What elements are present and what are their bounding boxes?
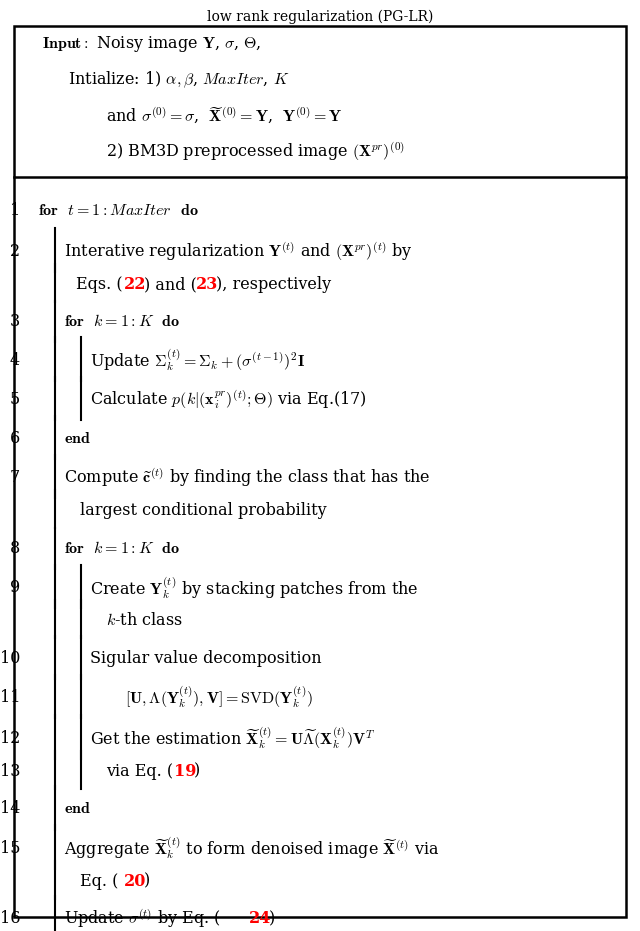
Text: 22: 22 [124, 277, 147, 293]
Text: 1: 1 [10, 201, 20, 219]
Text: $\mathbf{Input:}$ Noisy image $\mathbf{Y}$, $\sigma$, $\boldsymbol{\Theta}$,: $\mathbf{Input:}$ Noisy image $\mathbf{Y… [42, 34, 261, 54]
Text: 24: 24 [249, 911, 271, 927]
Text: 9: 9 [10, 579, 20, 596]
Text: Update $\sigma^{(t)}$ by Eq. (: Update $\sigma^{(t)}$ by Eq. ( [64, 908, 221, 930]
Text: Intialize: 1) $\alpha, \beta$, $MaxIter$, $K$: Intialize: 1) $\alpha, \beta$, $MaxIter$… [68, 70, 289, 90]
Text: 2: 2 [10, 243, 20, 260]
Text: 4: 4 [10, 352, 20, 369]
Text: 23: 23 [196, 277, 218, 293]
Text: 7: 7 [10, 469, 20, 486]
Text: 20: 20 [124, 872, 147, 890]
Text: 13: 13 [0, 762, 20, 780]
Text: Interative regularization $\mathbf{Y}^{(t)}$ and $(\mathbf{X}^{pr})^{(t)}$ by: Interative regularization $\mathbf{Y}^{(… [64, 240, 413, 263]
Text: 10: 10 [0, 650, 20, 667]
Text: Create $\mathbf{Y}_k^{(t)}$ by stacking patches from the: Create $\mathbf{Y}_k^{(t)}$ by stacking … [90, 575, 419, 600]
Text: 5: 5 [10, 391, 20, 408]
Text: Aggregate $\widetilde{\mathbf{X}}_k^{(t)}$ to form denoised image $\widetilde{\m: Aggregate $\widetilde{\mathbf{X}}_k^{(t)… [64, 835, 440, 861]
Text: $\mathbf{for}$  $k = 1 : K$  $\mathbf{do}$: $\mathbf{for}$ $k = 1 : K$ $\mathbf{do}$ [64, 540, 180, 557]
Text: Compute $\widetilde{\mathbf{c}}^{(t)}$ by finding the class that has the: Compute $\widetilde{\mathbf{c}}^{(t)}$ b… [64, 466, 431, 489]
Text: $\mathbf{for}$  $t = 1 : MaxIter$  $\mathbf{do}$: $\mathbf{for}$ $t = 1 : MaxIter$ $\mathb… [38, 201, 199, 219]
Text: Sigular value decomposition: Sigular value decomposition [90, 650, 322, 667]
Text: Update $\boldsymbol{\Sigma}_k^{(t)} = \boldsymbol{\Sigma}_k + (\sigma^{(t-1)})^2: Update $\boldsymbol{\Sigma}_k^{(t)} = \b… [90, 347, 305, 373]
FancyBboxPatch shape [14, 26, 626, 917]
Text: 14: 14 [0, 801, 20, 817]
Text: $k$-th class: $k$-th class [106, 613, 183, 629]
Text: via Eq. (: via Eq. ( [106, 762, 173, 780]
Text: ): ) [194, 762, 200, 780]
Text: $\mathbf{end}$: $\mathbf{end}$ [64, 430, 91, 447]
Text: 2) BM3D preprocessed image $(\mathbf{X}^{pr})^{(0)}$: 2) BM3D preprocessed image $(\mathbf{X}^… [106, 141, 405, 163]
Text: $[\mathbf{U}, \boldsymbol{\Lambda}(\mathbf{Y}_k^{(t)}), \mathbf{V}] = \mathrm{SV: $[\mathbf{U}, \boldsymbol{\Lambda}(\math… [125, 685, 313, 710]
Text: ), respectively: ), respectively [216, 277, 331, 293]
Text: 3: 3 [10, 313, 20, 330]
Text: 12: 12 [0, 730, 20, 747]
Text: 15: 15 [0, 840, 20, 857]
Text: 19: 19 [174, 762, 196, 780]
Text: 16: 16 [0, 911, 20, 927]
Text: Calculate $p(k|(\mathbf{x}_i^{pr})^{(t)}; \boldsymbol{\Theta})$ via Eq.(17): Calculate $p(k|(\mathbf{x}_i^{pr})^{(t)}… [90, 388, 367, 411]
Text: ) and (: ) and ( [144, 277, 197, 293]
Text: 11: 11 [0, 689, 20, 706]
Text: low rank regularization (PG-LR): low rank regularization (PG-LR) [207, 10, 433, 24]
Text: ): ) [269, 911, 275, 927]
Text: $\mathbf{end}$: $\mathbf{end}$ [64, 801, 91, 817]
Text: and $\sigma^{(0)} = \sigma$,  $\widetilde{\mathbf{X}}^{(0)} = \mathbf{Y}$,  $\ma: and $\sigma^{(0)} = \sigma$, $\widetilde… [106, 105, 342, 126]
Text: $\mathbf{for}$  $k = 1 : K$  $\mathbf{do}$: $\mathbf{for}$ $k = 1 : K$ $\mathbf{do}$ [64, 313, 180, 330]
Text: 8: 8 [10, 540, 20, 557]
Text: Eqs. (: Eqs. ( [76, 277, 123, 293]
Text: 6: 6 [10, 430, 20, 447]
Text: Get the estimation $\widetilde{\mathbf{X}}_k^{(t)} = \mathbf{U}\widetilde{\bolds: Get the estimation $\widetilde{\mathbf{X… [90, 725, 375, 751]
Text: ): ) [144, 872, 150, 890]
Text: largest conditional probability: largest conditional probability [80, 503, 326, 519]
Text: Eq. (: Eq. ( [80, 872, 118, 890]
